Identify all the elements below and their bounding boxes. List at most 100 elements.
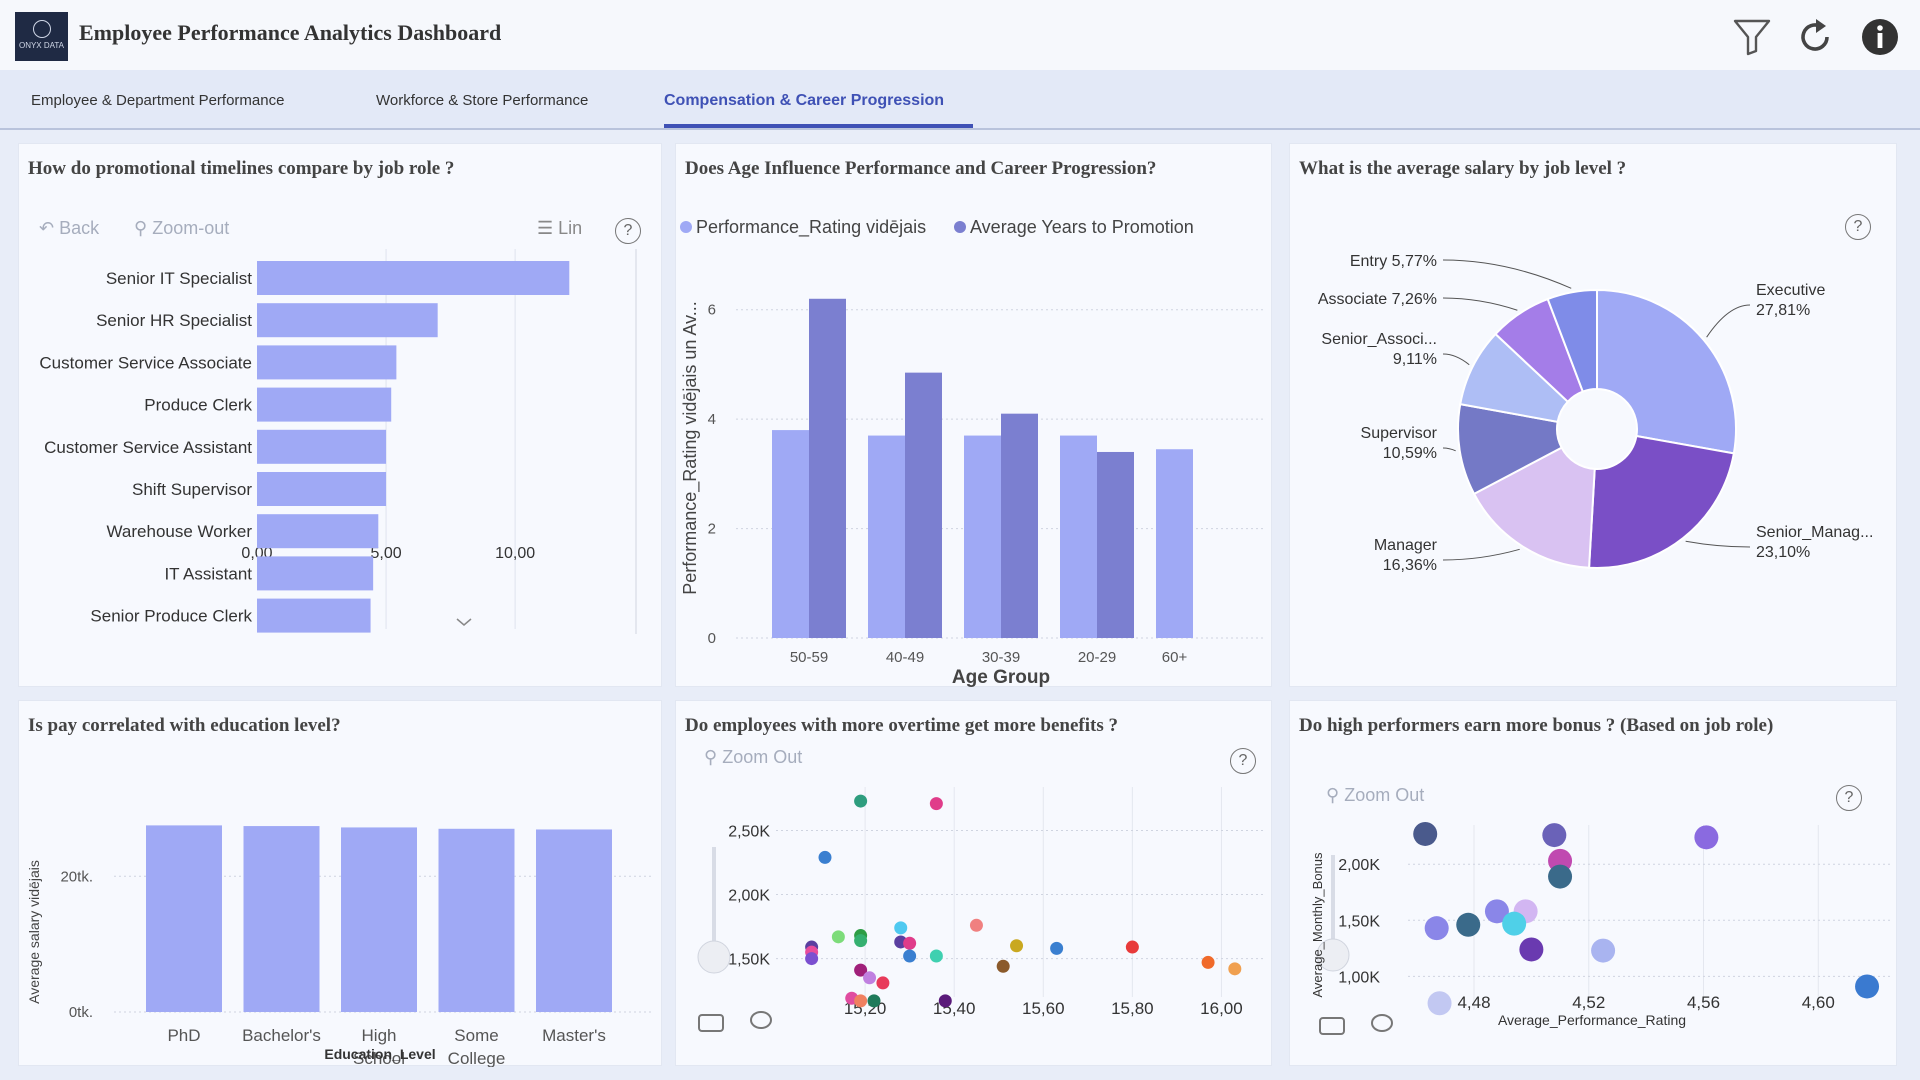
filter-icon[interactable] <box>1732 17 1772 57</box>
x-tick-label: 50-59 <box>790 649 828 666</box>
scatter-point <box>1484 899 1509 924</box>
lasso-icon[interactable] <box>750 1011 772 1029</box>
x-tick-label: 40-49 <box>886 649 924 666</box>
scatter-point <box>929 949 943 963</box>
slice-percent: 16,36% <box>1383 557 1437 574</box>
y-tick-label: 6 <box>708 302 716 319</box>
x-tick-label: 30-39 <box>982 649 1020 666</box>
back-label: Back <box>59 218 100 238</box>
lasso-icon[interactable] <box>1371 1014 1393 1032</box>
bar <box>146 825 222 1012</box>
y-tick-label: 20tk. <box>60 868 93 885</box>
tab-workforce-store-performance[interactable]: Workforce & Store Performance <box>376 92 589 109</box>
scatter-point <box>1542 823 1567 848</box>
category-label: Warehouse Worker <box>107 522 253 541</box>
card-title: What is the average salary by job level … <box>1299 158 1627 179</box>
slice-label: Manager <box>1374 537 1438 554</box>
x-tick-label: 5,00 <box>370 545 401 562</box>
leader-line <box>1442 548 1520 561</box>
y-tick-label: 2 <box>708 521 716 538</box>
x-tick-label: 15,60 <box>1022 999 1065 1018</box>
scatter-point <box>1424 916 1449 941</box>
bar <box>1156 449 1193 638</box>
scatter-point <box>854 963 868 977</box>
x-axis-label: Age Group <box>952 667 1050 688</box>
bar <box>257 556 374 591</box>
y-tick-label: 1,50K <box>728 952 770 969</box>
y-tick-label: 2,00K <box>1338 857 1380 874</box>
bar <box>1097 451 1134 638</box>
slice-label: Entry 5,77% <box>1350 253 1437 270</box>
help-icon[interactable]: ? <box>615 218 641 244</box>
y-tick-label: 0 <box>708 630 716 647</box>
tab-employee-department-performance[interactable]: Employee & Department Performance <box>31 92 285 109</box>
scatter-point <box>863 971 877 985</box>
y-tick-label: 0tk. <box>69 1004 93 1021</box>
category-label: Customer Service Associate <box>39 353 252 372</box>
slice-label: Senior_Associ... <box>1321 331 1437 348</box>
back-button[interactable]: ↶ Back <box>39 218 99 239</box>
x-tick-label: PhD <box>167 1026 200 1045</box>
bar <box>341 827 417 1012</box>
scatter-point <box>805 952 819 966</box>
bar <box>257 472 387 506</box>
x-axis-label: Average_Performance_Rating <box>1498 1012 1686 1028</box>
zoom-out-button[interactable]: ⚲ Zoom Out <box>704 747 802 768</box>
zoom-slider-handle[interactable] <box>697 940 731 974</box>
bar <box>257 387 392 422</box>
slice-percent: 9,11% <box>1393 351 1437 368</box>
camera-icon[interactable] <box>698 1014 724 1032</box>
tab-bar: Employee & Department Performance Workfo… <box>0 70 1920 130</box>
bar <box>257 261 570 295</box>
scatter-point <box>867 994 881 1008</box>
bar <box>438 828 515 1012</box>
legend-marker <box>954 221 966 233</box>
zoom-out-button[interactable]: ⚲ Zoom Out <box>1326 785 1424 806</box>
chevron-down-icon <box>456 618 472 626</box>
zoom-out-label: Zoom-out <box>152 218 230 238</box>
slice-percent: 27,81% <box>1756 302 1810 319</box>
scatter-point <box>1125 940 1139 954</box>
scale-toggle-button[interactable]: ☰ Lin <box>537 218 582 239</box>
bar <box>257 429 387 464</box>
x-tick-label: 4,48 <box>1457 993 1490 1012</box>
slice-label: Senior_Manag... <box>1756 524 1873 541</box>
category-label: Senior HR Specialist <box>96 311 252 330</box>
x-tick-label: 16,00 <box>1200 999 1243 1018</box>
slice-percent: 23,10% <box>1756 544 1810 561</box>
tab-compensation-career-progression[interactable]: Compensation & Career Progression <box>664 92 945 109</box>
bonus-scatter-chart: 4,48 4,52 4,56 4,60 1,00K 1,50K 2,00K Average_P… <box>1310 821 1890 1035</box>
scatter-point <box>996 959 1010 973</box>
y-tick-label: 1,00K <box>1338 969 1380 986</box>
help-icon[interactable]: ? <box>1230 748 1256 774</box>
legend-marker <box>680 221 692 233</box>
scatter-point <box>894 921 908 935</box>
info-icon[interactable] <box>1860 17 1900 57</box>
legend-label: Performance_Rating vidējais <box>696 217 926 238</box>
x-axis-label: Education_Level <box>324 1046 435 1062</box>
bar <box>868 435 905 638</box>
zoom-slider-handle[interactable] <box>1316 938 1350 972</box>
category-label: IT Assistant <box>164 564 252 583</box>
x-tick-label: 15,80 <box>1111 999 1154 1018</box>
bar <box>257 514 379 549</box>
zoom-out-label: Zoom Out <box>722 747 803 767</box>
y-tick-label: 1,50K <box>1338 913 1380 930</box>
bar <box>1060 435 1097 638</box>
overtime-benefits-card: Do employees with more overtime get more… <box>675 700 1272 1066</box>
back-arrow-icon: ↶ <box>39 218 55 238</box>
legend-label: Average Years to Promotion <box>970 217 1194 237</box>
refresh-icon[interactable] <box>1795 17 1835 57</box>
zoom-out-button[interactable]: ⚲ Zoom-out <box>134 218 229 239</box>
bar <box>964 435 1001 638</box>
scatter-point <box>1427 991 1452 1016</box>
salary-by-level-card: What is the average salary by job level … <box>1289 143 1897 687</box>
category-label: Shift Supervisor <box>132 480 252 499</box>
scatter-point <box>929 797 943 811</box>
help-icon[interactable]: ? <box>1836 785 1862 811</box>
age-bar-chart: Performance_Rating vidējais Average Years… <box>680 217 1266 688</box>
zoom-out-label: Zoom Out <box>1344 785 1425 805</box>
camera-icon[interactable] <box>1319 1017 1345 1035</box>
help-icon[interactable]: ? <box>1845 214 1871 240</box>
